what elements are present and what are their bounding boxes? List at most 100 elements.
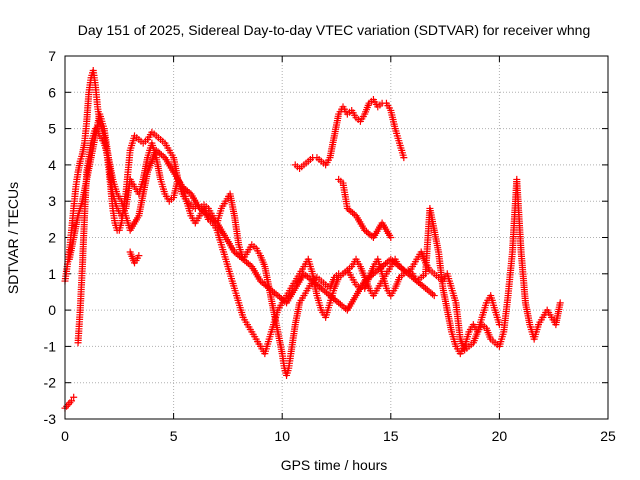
data-trace [297,294,306,304]
data-trace [132,185,141,195]
data-trace [379,272,390,290]
data-trace [110,192,120,210]
data-trace [339,181,351,210]
data-trace [236,301,246,319]
data-trace [258,279,271,291]
data-trace [517,250,529,305]
data-trace [287,323,299,355]
data-trace [345,269,354,279]
data-trace [444,272,455,290]
data-trace [283,367,292,377]
data-trace [471,323,480,333]
data-trace [448,330,459,348]
data-trace [83,141,95,174]
data-trace [227,272,238,290]
data-trace [345,294,359,312]
data-trace [353,279,367,297]
series-high-arc [291,96,408,173]
data-trace [293,272,302,283]
data-trace [302,271,315,284]
data-trace [76,265,86,312]
data-trace [110,178,120,195]
data-trace [288,280,298,290]
data-trace [83,91,93,123]
data-trace [183,200,194,217]
data-trace [396,142,407,159]
data-trace [349,109,359,119]
data-trace [285,352,294,370]
data-point [378,263,386,271]
series-mid-stub [335,175,395,241]
data-trace [384,287,393,297]
data-trace [223,192,233,203]
data-trace [162,192,172,203]
data-trace [232,250,245,262]
data-trace [414,250,424,261]
data-trace [214,229,225,246]
data-trace [231,214,242,246]
data-point [68,397,76,405]
data-trace [371,264,384,276]
chart-title: Day 151 of 2025, Sidereal Day-to-day VTE… [78,22,591,38]
data-trace [270,309,281,326]
data-trace [262,338,272,355]
data-trace [331,112,342,138]
data-point [317,284,325,292]
data-trace [267,286,280,298]
data-point [430,292,438,300]
data-trace [257,254,268,268]
data-trace [162,156,176,174]
data-trace [306,280,315,290]
data-trace [323,156,332,166]
data-trace [406,271,419,284]
data-point [326,292,334,300]
data-trace [115,207,124,217]
data-trace [210,221,220,232]
data-trace [63,402,71,410]
data-trace [167,149,176,159]
data-trace [484,294,493,304]
data-trace [384,102,393,112]
data-trace [470,330,481,345]
data-trace [435,250,447,290]
data-trace [353,214,367,232]
data-point [256,277,264,285]
data-trace [218,243,229,261]
data-trace [301,287,311,297]
data-trace [188,192,202,210]
data-trace [336,105,346,116]
data-trace [458,345,467,355]
data-trace [314,294,325,312]
y-tick-label: -3 [44,411,57,427]
data-trace [74,308,84,344]
data-trace [388,287,398,297]
data-trace [492,309,503,326]
series-early-dip [61,393,78,412]
x-tick-label: 0 [61,428,69,444]
x-axis-label: GPS time / hours [281,457,388,473]
data-trace [79,141,88,156]
data-trace [81,171,91,217]
grid [65,56,608,419]
data-trace [367,287,376,297]
data-trace [254,247,263,257]
data-trace [552,301,564,326]
data-trace [322,301,333,319]
data-trace [375,280,385,290]
data-trace [284,287,293,297]
data-trace [223,258,233,275]
data-trace [77,152,86,163]
data-trace [358,113,367,123]
data-trace [319,286,332,298]
data-trace [326,134,338,159]
data-trace [453,345,463,355]
data-trace [479,301,490,319]
data-trace [79,214,88,268]
data-trace [275,301,285,312]
data-trace [223,236,237,254]
data-trace [310,279,324,291]
x-tick-label: 25 [600,428,616,444]
data-trace [115,192,124,203]
y-tick-label: 5 [48,121,56,137]
data-trace [231,287,242,304]
